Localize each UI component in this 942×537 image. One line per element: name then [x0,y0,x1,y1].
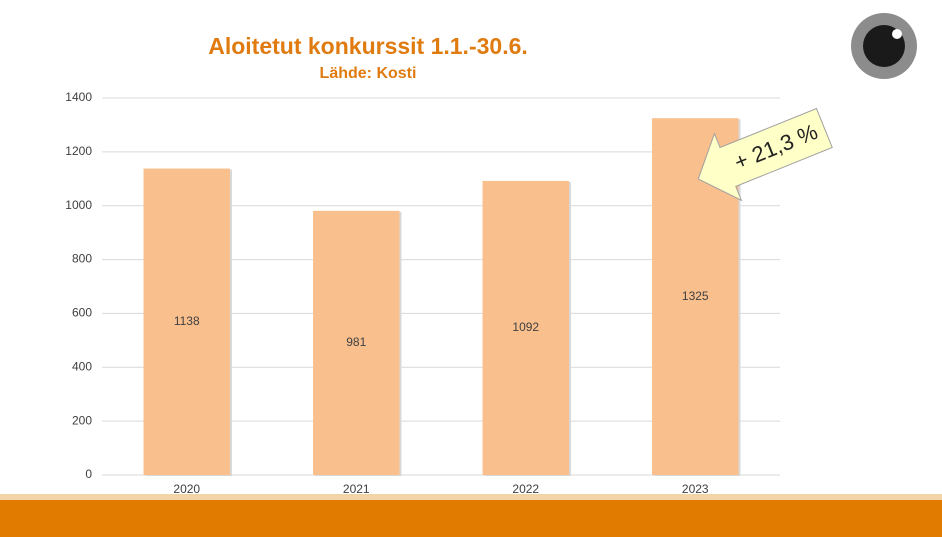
footer-stripe [0,494,942,500]
x-tick-label: 2022 [512,482,539,496]
logo-highlight [892,29,902,39]
bar [143,168,230,475]
plot-area: 0 200 400 600 800 1000 1200 1400 2020 1138 2021 981… [65,90,780,496]
callout-arrow [697,107,833,202]
y-tick-label: 800 [72,252,92,266]
y-tick-label: 0 [85,467,92,481]
data-label: 1138 [174,314,200,328]
bar [482,180,569,475]
data-label: 1325 [682,289,709,303]
chart-subtitle: Lähde: Kosti [320,65,417,82]
footer-band [0,500,942,537]
x-tick-label: 2020 [173,482,200,496]
y-tick-label: 200 [72,413,92,427]
chart-title: Aloitetut konkurssit 1.1.-30.6. [208,33,528,59]
y-tick-label: 1400 [65,90,92,104]
y-tick-label: 1000 [65,198,92,212]
data-label: 981 [346,335,366,349]
y-tick-label: 400 [72,359,92,373]
bar [313,210,400,475]
y-tick-label: 600 [72,306,92,320]
logo [851,13,917,79]
x-tick-label: 2023 [682,482,709,496]
x-tick-label: 2021 [343,482,370,496]
data-label: 1092 [512,320,539,334]
y-tick-label: 1200 [65,144,92,158]
